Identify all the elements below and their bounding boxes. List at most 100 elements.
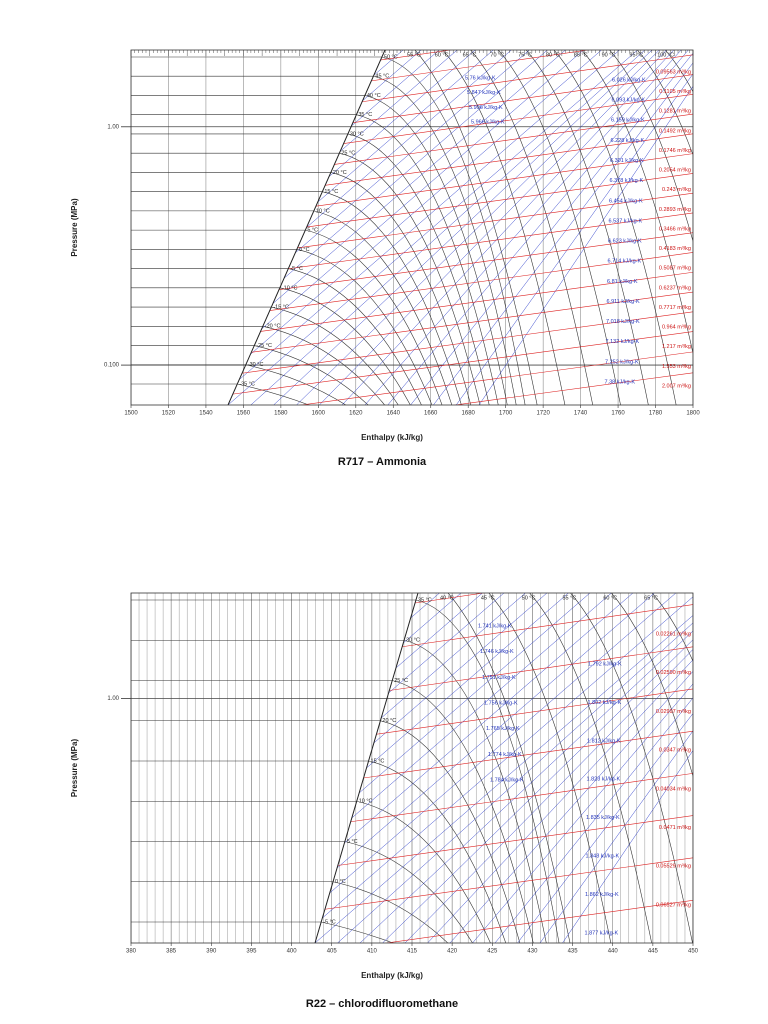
- y-tick-label: 1.00: [107, 124, 119, 130]
- isentrope: [373, 593, 548, 744]
- isotherm: [131, 841, 473, 943]
- x-tick-label: 410: [367, 949, 378, 955]
- x-tick-label: 1780: [649, 411, 663, 417]
- volume-label: 0.243 m³/kg: [662, 187, 691, 193]
- volume-label: 0.964 m³/kg: [662, 325, 691, 331]
- saturation-label: -15 °C: [273, 305, 289, 311]
- entropy-label: 6.301 kJ/kg-K: [610, 158, 644, 164]
- entropy-label: 1.751 kJ/kg-K: [482, 675, 516, 681]
- entropy-label: 1.862 kJ/kg-K: [585, 892, 619, 898]
- isotherm: [131, 921, 394, 943]
- x-tick-label: 445: [648, 949, 659, 955]
- volume-label: 0.06527 m³/kg: [656, 902, 691, 908]
- isotherm: [131, 114, 499, 405]
- entropy-label: 6.454 kJ/kg-K: [609, 198, 643, 204]
- isotherm: [131, 639, 547, 943]
- top-temp-label: 70 °C: [490, 52, 504, 58]
- isentrope: [478, 85, 693, 405]
- x-tick-label: 1640: [387, 411, 401, 417]
- saturation-label: 25 °C: [341, 151, 355, 157]
- entropy-label: 1.784 kJ/kg-K: [490, 777, 524, 783]
- entropy-label: 6.159 kJ/kg-K: [611, 118, 645, 124]
- isentrope: [366, 593, 569, 769]
- volume-label: 0.7717 m³/kg: [659, 305, 691, 311]
- y-axis-title: Pressure (MPa): [70, 198, 79, 257]
- volume-label: 0.1105 m³/kg: [659, 89, 691, 95]
- isotherm: [447, 593, 571, 943]
- isochore: [402, 604, 693, 648]
- isentrope: [494, 697, 693, 943]
- top-temp-label: 50 °C: [522, 595, 536, 601]
- isentrope: [449, 670, 693, 943]
- x-tick-label: 1800: [686, 411, 700, 417]
- isentrope: [404, 648, 693, 943]
- isotherm: [131, 881, 449, 943]
- isentrope: [388, 593, 505, 694]
- saturation-label: 5 °C: [347, 839, 358, 845]
- entropy-label: 6.623 kJ/kg-K: [608, 239, 642, 245]
- isentrope: [250, 50, 602, 355]
- isentrope: [250, 50, 646, 405]
- x-tick-label: 1720: [536, 411, 550, 417]
- entropy-label: 1.848 kJ/kg-K: [586, 854, 620, 860]
- plot-area: [131, 593, 693, 943]
- isentrope: [314, 615, 693, 943]
- x-tick-label: 1500: [124, 411, 138, 417]
- entropy-label: 1.823 kJ/kg-K: [587, 777, 621, 783]
- isotherm: [414, 50, 538, 405]
- entropy-label: 1.835 kJ/kg-K: [586, 815, 620, 821]
- top-temp-label: 75 °C: [518, 52, 532, 58]
- saturation-label: 10 °C: [316, 208, 330, 214]
- isochore: [306, 173, 693, 228]
- volume-label: 0.0471 m³/kg: [659, 825, 691, 831]
- top-temp-label: 90 °C: [602, 52, 616, 58]
- x-axis-title: Enthalpy (kJ/kg): [361, 971, 423, 980]
- saturation-label: 40 °C: [367, 93, 381, 99]
- isotherm: [131, 152, 481, 405]
- figure-caption: R717 – Ammonia: [338, 456, 427, 468]
- isentrope: [456, 73, 693, 405]
- isotherm: [131, 760, 507, 943]
- x-axis-title: Enthalpy (kJ/kg): [361, 433, 423, 442]
- volume-label: 0.1281 m³/kg: [659, 109, 691, 115]
- isotherm: [131, 75, 517, 405]
- saturation-label: 30 °C: [406, 638, 420, 644]
- entropy-label: 1.792 kJ/kg-K: [588, 661, 622, 667]
- isentrope: [387, 50, 689, 405]
- isotherm: [488, 593, 612, 943]
- isentrope: [517, 713, 693, 943]
- isentrope: [341, 50, 675, 405]
- saturation-label: -35 °C: [239, 381, 255, 387]
- chart: 1500 1520 1540 1560 1580 1600 1620 1640 1660 1680…: [70, 49, 700, 468]
- isentrope: [562, 750, 693, 943]
- saturation-label: -30 °C: [248, 362, 264, 368]
- x-tick-label: 430: [527, 949, 538, 955]
- volume-label: 0.02261 m³/kg: [656, 631, 691, 637]
- isotherm: [131, 268, 422, 405]
- saturation-label: 20 °C: [382, 718, 396, 724]
- saturation-label: -10 °C: [282, 285, 298, 291]
- isochore: [380, 50, 453, 61]
- isentrope: [381, 593, 526, 719]
- isotherm: [637, 50, 693, 156]
- y-tick-label: 0.100: [104, 363, 120, 369]
- top-temp-label: 65 °C: [644, 595, 658, 601]
- volume-label: 0.6237 m³/kg: [659, 285, 691, 291]
- x-tick-label: 400: [287, 949, 298, 955]
- isotherm: [581, 50, 693, 355]
- entropy-label: 7.38 kJ/kg-K: [605, 379, 636, 385]
- saturation-label: 25 °C: [394, 678, 408, 684]
- isotherm: [442, 50, 566, 405]
- isochore: [278, 232, 693, 291]
- isochore: [299, 351, 693, 405]
- entropy-label: 6.378 kJ/kg-K: [610, 178, 644, 184]
- entropy-label: 1.774 kJ/kg-K: [488, 752, 522, 758]
- entropy-label: 6.026 kJ/kg-K: [612, 77, 646, 83]
- isochore: [324, 857, 693, 910]
- isochore: [315, 153, 693, 207]
- y-axis-title: Pressure (MPa): [70, 739, 79, 798]
- x-tick-label: 1600: [312, 411, 326, 417]
- figure-caption: R22 – chlorodifluoromethane: [306, 998, 458, 1010]
- isotherm: [609, 50, 693, 243]
- isentrope: [336, 593, 655, 869]
